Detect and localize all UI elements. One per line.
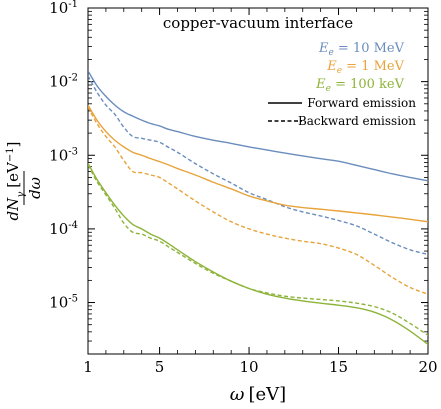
svg-text:dω: dω — [26, 177, 44, 199]
series-line-2 — [88, 104, 428, 223]
x-tick-label: 10 — [240, 358, 259, 376]
style-label-1: Backward emission — [298, 114, 416, 128]
y-tick-label: 10-3 — [49, 146, 78, 164]
x-tick-label: 5 — [155, 358, 165, 376]
legend-entry-0: Ee = 10 MeV — [318, 41, 405, 58]
series-line-0 — [88, 70, 428, 182]
svg-text:dNγ[eV−1]: dNγ[eV−1] — [4, 142, 27, 221]
y-tick-label: 10-1 — [49, 0, 78, 17]
x-axis-label: ω [eV] — [230, 384, 286, 405]
chart-title: copper-vacuum interface — [163, 14, 353, 32]
style-label-0: Forward emission — [307, 96, 416, 110]
series-line-4 — [88, 162, 428, 345]
plot-frame — [87, 7, 429, 355]
series-layer — [88, 70, 428, 345]
x-tick-label: 15 — [329, 358, 348, 376]
legend-entry-1: Ee = 1 MeV — [326, 59, 404, 76]
y-tick-label: 10-2 — [49, 73, 78, 91]
x-tick-label: 1 — [83, 358, 93, 376]
series-line-5 — [88, 164, 428, 336]
y-axis-label: dNγ[eV−1] dω — [4, 142, 44, 221]
series-line-1 — [88, 75, 428, 256]
y-tick-label: 10-5 — [49, 294, 78, 312]
x-tick-label: 20 — [418, 358, 437, 376]
y-tick-label: 10-4 — [49, 220, 78, 238]
series-line-3 — [88, 106, 428, 295]
legend-entry-2: Ee = 100 keV — [315, 77, 405, 94]
